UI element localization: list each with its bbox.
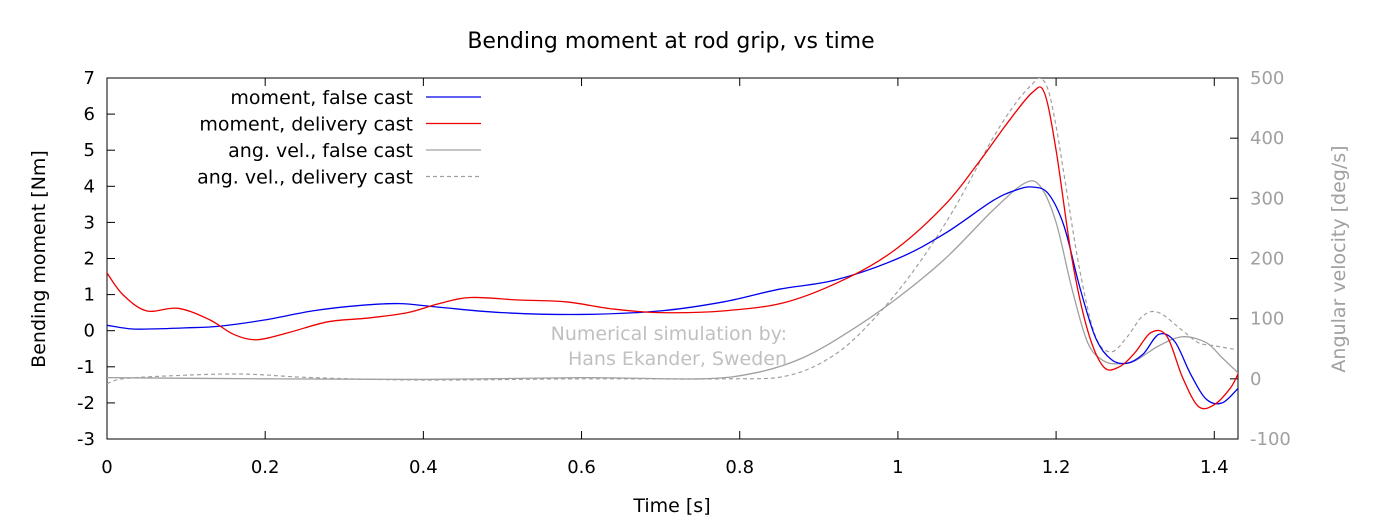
x-tick-label: 0.2 [251,457,280,478]
chart-title: Bending moment at rod grip, vs time [467,29,874,54]
y2-axis-label: Angular velocity [deg/s] [1328,145,1350,372]
legend-label-3: ang. vel., delivery cast [197,167,413,189]
x-tick-label: 0.8 [725,457,754,478]
annotation-line-1: Numerical simulation by: [551,323,787,345]
y-tick-label: 0 [84,321,95,342]
legend-label-1: moment, delivery cast [199,114,413,136]
x-tick-label: 0.6 [567,457,596,478]
y-tick-label: -2 [77,393,95,414]
y-tick-label: 3 [84,212,95,233]
x-tick-label: 0 [101,457,112,478]
series-layer [107,78,1238,410]
y2-tick-label: 300 [1250,188,1284,209]
y2-tick-label: 0 [1250,369,1261,390]
y2-tick-label: 500 [1250,68,1284,89]
y-axis-label: Bending moment [Nm] [28,150,50,368]
x-tick-label: 1.2 [1042,457,1071,478]
y-tick-label: 4 [84,176,95,197]
y-tick-label: 6 [84,104,95,125]
y-tick-label: 5 [84,140,95,161]
series-line-1 [107,86,1238,410]
annotation: Numerical simulation by: Hans Ekander, S… [551,323,787,370]
y-tick-label: -3 [77,429,95,450]
series-line-3 [107,78,1238,385]
x-tick-label: 0.4 [409,457,438,478]
y-tick-label: 7 [84,68,95,89]
y-tick-label: 2 [84,249,95,270]
y2-tick-label: 200 [1250,249,1284,270]
y2-tick-label: -100 [1250,429,1291,450]
y2-tick-label: 100 [1250,309,1284,330]
x-tick-label: 1 [892,457,903,478]
y-axis-ticks: -3 -2 -1 0 1 2 3 4 5 6 7 [77,68,115,450]
y-tick-label: -1 [77,357,95,378]
x-axis-ticks: 0 0.2 0.4 0.6 0.8 1 1.2 1.4 [101,78,1229,478]
annotation-line-2: Hans Ekander, Sweden [568,348,787,370]
series-line-0 [107,186,1238,405]
y-tick-label: 1 [84,285,95,306]
y2-axis-ticks: -100 0 100 200 300 400 500 [1230,68,1291,450]
y2-tick-label: 400 [1250,128,1284,149]
x-axis-label: Time [s] [632,495,710,517]
legend-label-2: ang. vel., false cast [228,140,413,162]
legend: moment, false cast moment, delivery cast a… [197,87,481,189]
legend-label-0: moment, false cast [230,87,413,109]
x-tick-label: 1.4 [1200,457,1229,478]
